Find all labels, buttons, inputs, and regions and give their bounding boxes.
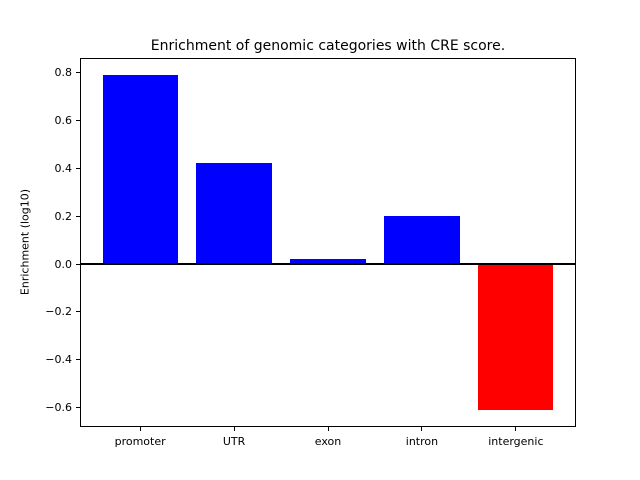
y-tick-mark — [76, 311, 80, 313]
x-tick-label-intergenic: intergenic — [488, 435, 544, 448]
x-tick-label-UTR: UTR — [222, 435, 246, 448]
chart-title: Enrichment of genomic categories with CR… — [150, 38, 506, 54]
y-tick-label: −0.2 — [45, 305, 72, 319]
y-tick-label: 0.8 — [54, 65, 73, 79]
y-tick-mark — [76, 215, 80, 217]
x-tick-mark — [233, 427, 235, 431]
y-tick-label: 0.0 — [54, 257, 73, 271]
y-tick-mark — [76, 407, 80, 409]
zero-line — [80, 263, 576, 266]
bar-intron — [384, 216, 460, 265]
y-tick-label: 0.2 — [54, 209, 73, 223]
bar-UTR — [196, 163, 272, 265]
y-tick-mark — [76, 71, 80, 73]
y-tick-label: −0.4 — [45, 353, 72, 367]
x-tick-mark — [421, 427, 423, 431]
y-tick-label: 0.6 — [54, 113, 73, 127]
x-tick-label-exon: exon — [314, 435, 342, 448]
x-tick-mark — [515, 427, 517, 431]
bar-intergenic — [478, 264, 554, 411]
x-tick-mark — [327, 427, 329, 431]
y-tick-label: 0.4 — [54, 161, 73, 175]
bar-exon — [290, 259, 366, 265]
x-tick-label-promoter: promoter — [114, 435, 166, 448]
x-tick-mark — [139, 427, 141, 431]
y-tick-mark — [76, 263, 80, 265]
y-tick-label: −0.6 — [45, 401, 72, 415]
y-axis-label: Enrichment (log10) — [18, 188, 32, 296]
y-tick-mark — [76, 359, 80, 361]
y-tick-mark — [76, 167, 80, 169]
bar-promoter — [102, 74, 178, 265]
y-tick-mark — [76, 119, 80, 121]
x-tick-label-intron: intron — [405, 435, 439, 448]
